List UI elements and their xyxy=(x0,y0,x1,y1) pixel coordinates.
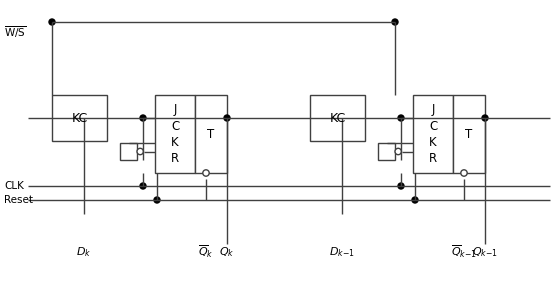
Circle shape xyxy=(140,183,146,189)
Bar xyxy=(310,95,365,141)
Bar xyxy=(52,95,107,141)
Circle shape xyxy=(412,197,418,203)
Text: T: T xyxy=(465,128,473,140)
Circle shape xyxy=(482,115,488,121)
Circle shape xyxy=(154,197,160,203)
Text: $\overline{Q}_k$: $\overline{Q}_k$ xyxy=(198,244,214,260)
Text: KC: KC xyxy=(329,111,345,124)
Circle shape xyxy=(203,170,209,176)
Bar xyxy=(378,143,395,160)
Circle shape xyxy=(398,115,404,121)
Circle shape xyxy=(140,115,146,121)
Text: $D_{k\mathsf{-}1}$: $D_{k\mathsf{-}1}$ xyxy=(329,245,355,259)
Text: Reset: Reset xyxy=(4,195,33,205)
Circle shape xyxy=(392,19,398,25)
Text: C: C xyxy=(171,119,179,133)
Text: T: T xyxy=(208,128,215,140)
Text: K: K xyxy=(171,137,179,150)
Text: KC: KC xyxy=(71,111,88,124)
Text: $Q_{k\mathsf{-}1}$: $Q_{k\mathsf{-}1}$ xyxy=(472,245,498,259)
Text: R: R xyxy=(171,153,179,166)
Circle shape xyxy=(398,183,404,189)
Circle shape xyxy=(461,170,467,176)
Text: $\overline{\mathsf{W/S}}$: $\overline{\mathsf{W/S}}$ xyxy=(4,24,26,40)
Text: C: C xyxy=(429,119,437,133)
Text: $Q_k$: $Q_k$ xyxy=(219,245,235,259)
Text: J: J xyxy=(431,104,435,117)
Circle shape xyxy=(137,148,143,155)
Bar xyxy=(413,95,453,173)
Bar xyxy=(195,95,227,173)
Bar xyxy=(453,95,485,173)
Circle shape xyxy=(224,115,230,121)
Text: R: R xyxy=(429,153,437,166)
Text: CLK: CLK xyxy=(4,181,24,191)
Text: K: K xyxy=(429,137,437,150)
Bar xyxy=(120,143,137,160)
Circle shape xyxy=(395,148,401,155)
Text: $\overline{Q}_{k\mathsf{-}1}$: $\overline{Q}_{k\mathsf{-}1}$ xyxy=(451,244,477,260)
Text: J: J xyxy=(174,104,177,117)
Bar xyxy=(155,95,195,173)
Text: $D_k$: $D_k$ xyxy=(76,245,92,259)
Circle shape xyxy=(49,19,55,25)
